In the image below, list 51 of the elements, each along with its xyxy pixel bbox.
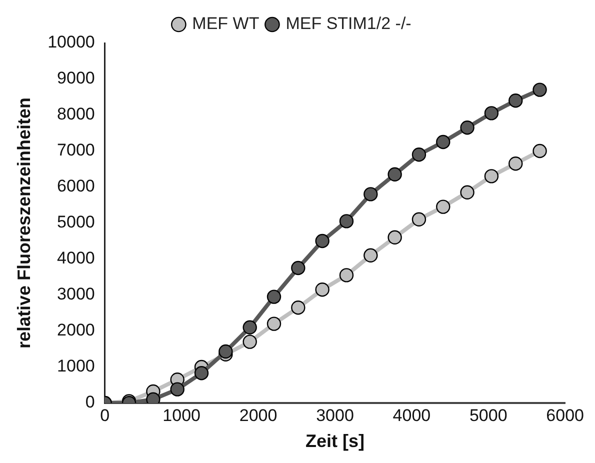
point [460,185,474,200]
point [484,169,499,184]
y-tick-label: 7000 [57,140,95,160]
x-tick-label: 1000 [162,406,200,425]
point [242,320,257,334]
y-tick-label: 2000 [57,320,95,340]
point [388,230,402,244]
point [436,134,450,150]
point [194,366,209,380]
y-tick-label: 5000 [57,212,95,232]
point [339,268,354,282]
point [315,234,330,248]
y-axis-title: relative Fluoreszenzeinheiten [14,97,34,349]
point [364,187,378,202]
point [218,344,233,359]
point [315,282,330,297]
y-tick-label: 10000 [48,32,95,52]
point [508,156,523,171]
y-tick-label: 6000 [57,176,95,196]
point [170,382,184,396]
y-tick-label: 4000 [57,248,95,268]
point [508,94,523,108]
point [291,300,306,315]
x-tick-label: 5000 [469,406,508,425]
x-tick-label: 6000 [546,406,584,425]
x-tick-label: 0 [100,406,110,425]
y-tick-label: 9000 [57,68,95,88]
point [436,200,450,214]
point [266,316,282,331]
legend-label: MEF STIM1/2 -/- [286,14,412,34]
point [339,214,354,228]
point [484,106,499,120]
legend-label: MEF WT [192,14,260,34]
point [412,148,426,162]
point [412,212,426,226]
y-tick-label: 3000 [57,284,95,304]
point [532,82,547,97]
point [291,260,306,276]
point [266,290,282,304]
point [460,120,474,135]
x-axis-title: Zeit [s] [305,431,364,452]
point [388,167,402,182]
y-tick-label: 0 [85,392,95,412]
point [242,334,257,349]
point [532,144,547,158]
x-tick-label: 2000 [239,406,278,425]
y-tick-label: 1000 [57,356,95,376]
x-tick-label: 4000 [392,406,431,425]
x-tick-label: 3000 [316,406,354,425]
point [364,248,378,262]
y-tick-label: 8000 [57,104,95,124]
